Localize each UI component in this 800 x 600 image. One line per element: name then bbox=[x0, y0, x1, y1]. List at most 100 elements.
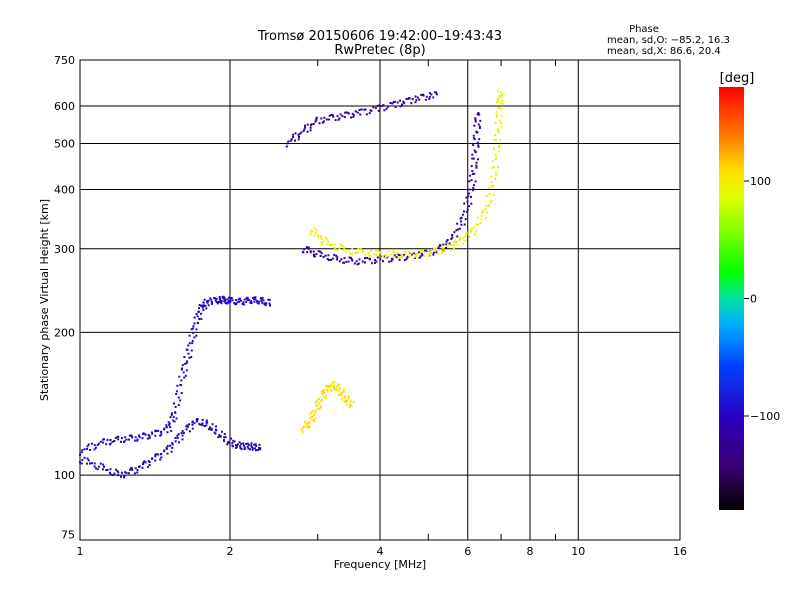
data-point bbox=[155, 430, 158, 432]
data-point bbox=[253, 443, 256, 446]
data-point bbox=[344, 394, 347, 397]
data-point bbox=[136, 439, 139, 442]
data-point bbox=[205, 419, 208, 422]
data-point bbox=[500, 114, 503, 117]
data-point bbox=[310, 411, 313, 414]
data-point bbox=[485, 204, 488, 207]
data-point bbox=[245, 301, 248, 303]
data-point bbox=[96, 468, 99, 471]
data-point bbox=[238, 300, 241, 303]
data-point bbox=[249, 448, 251, 451]
data-point bbox=[325, 384, 328, 387]
data-point bbox=[221, 430, 223, 433]
data-point bbox=[415, 253, 418, 256]
data-point bbox=[257, 302, 260, 305]
data-point bbox=[392, 100, 395, 103]
data-point bbox=[317, 407, 320, 410]
data-point bbox=[447, 244, 450, 246]
data-point bbox=[308, 420, 311, 423]
data-point bbox=[433, 91, 436, 94]
data-point bbox=[297, 133, 300, 136]
data-point bbox=[214, 299, 217, 302]
phase-title: Phase bbox=[629, 24, 659, 35]
data-point bbox=[475, 166, 478, 169]
data-point bbox=[465, 233, 468, 236]
data-point bbox=[348, 256, 351, 259]
data-point bbox=[323, 116, 326, 119]
data-point bbox=[188, 342, 191, 345]
data-point bbox=[229, 300, 232, 303]
data-point bbox=[176, 384, 179, 387]
data-point bbox=[233, 440, 236, 443]
data-point bbox=[391, 258, 394, 261]
data-point bbox=[418, 256, 421, 259]
data-point bbox=[343, 247, 346, 250]
data-point bbox=[102, 463, 105, 466]
data-point bbox=[103, 465, 105, 468]
data-point bbox=[348, 249, 351, 252]
data-point bbox=[170, 430, 173, 432]
data-point bbox=[498, 94, 501, 97]
data-point bbox=[459, 237, 461, 240]
data-point bbox=[428, 97, 431, 100]
data-point bbox=[246, 442, 249, 445]
data-point bbox=[243, 446, 246, 449]
data-point bbox=[442, 243, 445, 246]
data-point bbox=[395, 256, 398, 259]
data-point bbox=[114, 468, 117, 471]
y-tick-label: 600 bbox=[54, 100, 75, 113]
data-point bbox=[253, 298, 255, 301]
data-point bbox=[402, 253, 405, 256]
data-point bbox=[233, 301, 236, 304]
data-point bbox=[89, 449, 91, 451]
data-point bbox=[179, 399, 182, 402]
data-point bbox=[500, 125, 503, 128]
data-point bbox=[195, 328, 198, 331]
data-point bbox=[160, 433, 163, 436]
data-point bbox=[462, 242, 465, 245]
data-point bbox=[468, 188, 471, 191]
y-axis-ticks: 75 100 200 300 400 500 600 750 bbox=[54, 54, 75, 541]
data-point bbox=[331, 114, 334, 117]
data-point bbox=[352, 115, 355, 118]
data-point bbox=[494, 178, 497, 180]
data-point bbox=[333, 380, 336, 383]
data-point bbox=[354, 252, 357, 255]
data-point bbox=[414, 95, 417, 98]
data-point bbox=[328, 114, 331, 117]
data-point bbox=[285, 145, 288, 148]
data-point bbox=[224, 300, 227, 303]
data-point bbox=[418, 251, 420, 254]
data-point bbox=[228, 440, 231, 443]
data-point bbox=[424, 98, 427, 101]
data-point bbox=[312, 414, 315, 417]
data-point bbox=[198, 304, 201, 306]
data-point bbox=[184, 374, 187, 377]
data-point bbox=[368, 112, 371, 115]
data-point bbox=[305, 425, 308, 428]
data-point bbox=[227, 296, 230, 299]
data-point bbox=[384, 255, 387, 258]
data-point bbox=[320, 252, 323, 255]
data-point bbox=[177, 396, 180, 399]
data-point bbox=[168, 424, 171, 426]
data-point bbox=[497, 144, 500, 147]
data-point bbox=[336, 258, 338, 261]
data-point bbox=[308, 426, 311, 429]
data-point bbox=[332, 386, 335, 389]
data-point bbox=[420, 252, 423, 255]
data-point bbox=[352, 114, 355, 117]
data-point bbox=[87, 443, 90, 446]
data-point bbox=[480, 211, 483, 214]
data-point bbox=[197, 322, 200, 325]
data-point bbox=[148, 464, 151, 466]
data-point bbox=[174, 406, 177, 408]
data-point bbox=[300, 131, 303, 134]
data-point bbox=[450, 244, 453, 247]
data-point bbox=[419, 251, 422, 254]
data-point bbox=[93, 444, 96, 447]
data-point bbox=[327, 240, 330, 243]
data-point bbox=[468, 180, 471, 183]
data-point bbox=[80, 451, 83, 454]
data-point bbox=[221, 296, 224, 299]
